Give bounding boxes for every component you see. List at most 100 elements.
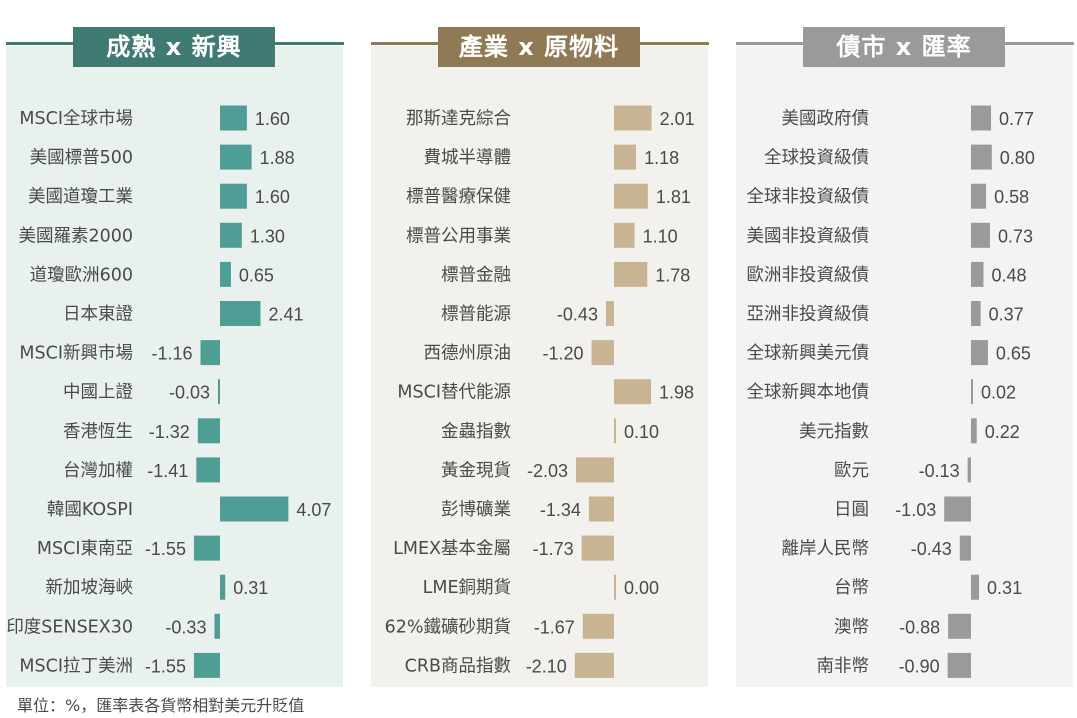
category-label: 西德州原油 [424, 344, 512, 364]
category-label: 道瓊歐洲600 [30, 265, 133, 285]
chart-2: 那斯達克綜合 2.01 費城半導體 1.18 標普醫療保健 1.81 標普公用事業 1.10 標… [385, 105, 695, 678]
category-label: 中國上證 [63, 383, 133, 403]
category-label: 標普金融 [441, 265, 511, 285]
value-label: -1.55 [145, 656, 186, 676]
bar [220, 574, 226, 600]
category-label: 全球非投資級債 [747, 187, 870, 207]
category-label: 美國道瓊工業 [28, 187, 133, 207]
bar [214, 613, 220, 639]
value-label: 1.30 [250, 226, 285, 246]
value-label: 2.41 [268, 305, 303, 325]
category-label: 台幣 [834, 578, 869, 598]
category-label: 標普公用事業 [406, 226, 511, 246]
bar [200, 340, 220, 366]
value-label: 0.10 [624, 422, 659, 442]
bar [581, 535, 614, 561]
category-label: 香港恆生 [63, 422, 133, 442]
bar [574, 652, 614, 678]
value-label: 0.31 [233, 578, 268, 598]
value-label: -2.03 [527, 461, 568, 481]
category-label: 歐元 [834, 461, 869, 481]
category-label: MSCI全球市場 [19, 109, 133, 129]
bar [220, 261, 231, 287]
category-label: 美國政府債 [782, 109, 870, 129]
bar [614, 574, 616, 600]
bar [959, 535, 971, 561]
value-label: 1.81 [656, 187, 691, 207]
value-label: 0.48 [991, 265, 1026, 285]
bar [614, 183, 648, 209]
bar [614, 222, 635, 248]
category-label: 日本東證 [63, 305, 133, 325]
value-label: -1.41 [147, 461, 188, 481]
category-label: 標普能源 [441, 305, 511, 325]
bar [971, 340, 988, 366]
value-label: -0.88 [899, 617, 940, 637]
category-label: 南非幣 [817, 656, 870, 676]
category-label: 亞洲非投資級債 [747, 305, 870, 325]
category-label: 費城半導體 [424, 148, 512, 168]
value-label: 1.18 [644, 148, 679, 168]
value-label: 0.37 [989, 305, 1024, 325]
category-label: 韓國KOSPI [47, 500, 133, 520]
bar [971, 222, 990, 248]
category-label: 美國標普500 [30, 148, 133, 168]
value-label: 0.00 [624, 578, 659, 598]
bar [582, 613, 614, 639]
bar [947, 652, 971, 678]
chart-panel-3 [736, 46, 1073, 687]
bar [971, 105, 992, 131]
bar [197, 418, 220, 444]
value-label: -0.03 [169, 383, 210, 403]
bar [218, 379, 220, 405]
category-label: 台灣加權 [63, 461, 133, 481]
chart-panel-1 [6, 46, 343, 687]
category-label: 歐洲非投資級債 [747, 265, 870, 285]
category-label: 彭博礦業 [441, 500, 511, 520]
value-label: 0.31 [987, 578, 1022, 598]
bar [967, 457, 971, 483]
category-label: 全球投資級債 [764, 148, 869, 168]
bar [971, 379, 973, 405]
bar [193, 652, 220, 678]
chart-3: 美國政府債 0.77 全球投資級債 0.80 全球非投資級債 0.58 美國非投資級債 0.7… [747, 105, 1035, 678]
category-label: 美國非投資級債 [747, 226, 870, 246]
bar [605, 301, 614, 326]
value-label: 1.60 [255, 187, 290, 207]
value-label: 0.58 [994, 187, 1029, 207]
bar [614, 418, 616, 444]
bar [944, 496, 971, 522]
value-label: 1.88 [260, 148, 295, 168]
value-label: 1.60 [255, 109, 290, 129]
value-label: -0.33 [165, 617, 206, 637]
bar [196, 457, 220, 483]
value-label: 0.80 [1000, 148, 1035, 168]
bar [193, 535, 220, 561]
category-label: 62%鐵礦砂期貨 [385, 617, 511, 637]
value-label: 0.77 [999, 109, 1034, 129]
category-label: 日圓 [834, 500, 869, 520]
value-label: -1.32 [149, 422, 190, 442]
value-label: -1.73 [533, 539, 574, 559]
category-label: 全球新興本地債 [747, 383, 870, 403]
category-label: 那斯達克綜合 [406, 109, 511, 129]
bar [971, 418, 977, 444]
value-label: 0.73 [998, 226, 1033, 246]
value-label: 0.02 [981, 383, 1016, 403]
value-label: 1.78 [655, 265, 690, 285]
category-label: 全球新興美元債 [747, 344, 870, 364]
category-label: 澳幣 [834, 617, 869, 637]
value-label: -0.43 [911, 539, 952, 559]
category-label: 離岸人民幣 [782, 539, 870, 559]
bar [220, 222, 242, 248]
value-label: -0.13 [919, 461, 960, 481]
bar [971, 144, 992, 170]
category-label: LMEX基本金屬 [393, 539, 511, 559]
bar [971, 301, 981, 326]
chart-title-2: 產業 x 原物料 [438, 27, 640, 67]
category-label: 印度SENSEX30 [6, 617, 133, 637]
category-label: 美元指數 [799, 422, 869, 442]
chart-title-3: 債市 x 匯率 [803, 27, 1005, 67]
value-label: 2.01 [660, 109, 695, 129]
